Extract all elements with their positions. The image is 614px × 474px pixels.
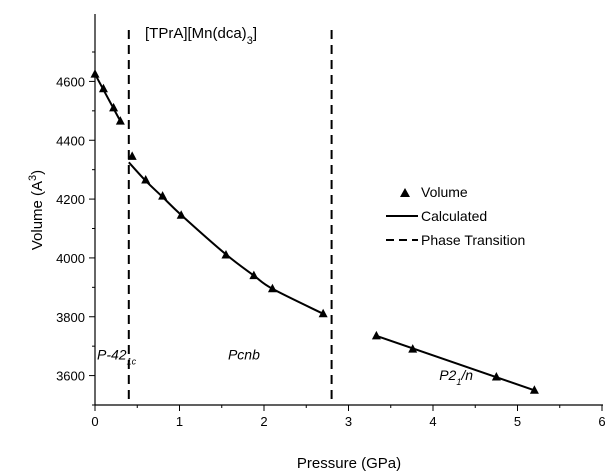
volume-markers — [90, 69, 539, 394]
y-tick-label: 4200 — [56, 192, 85, 207]
phase-label: P-421c — [97, 346, 137, 366]
volume-point — [318, 308, 328, 318]
legend-calculated-label: Calculated — [421, 208, 487, 224]
calculated-curve — [94, 73, 122, 122]
x-tick-label: 4 — [429, 414, 436, 429]
volume-point — [127, 151, 137, 160]
plot-area: 0 1 2 3 4 5 6 3600 3800 4000 4200 4400 4600 P-421c Pc… — [56, 14, 606, 429]
y-tick-label: 4400 — [56, 133, 85, 148]
phase-label: P21/n — [439, 367, 473, 387]
volume-point — [141, 174, 151, 184]
x-tick-label: 3 — [345, 414, 352, 429]
phase-label-rest: /n — [460, 367, 473, 383]
volume-point — [176, 210, 186, 219]
axis-ticks: 0 1 2 3 4 5 6 3600 3800 4000 4200 4400 4600 — [56, 51, 606, 429]
calculated-curve — [376, 334, 535, 392]
x-tick-label: 0 — [91, 414, 98, 429]
volume-point — [90, 69, 100, 78]
x-tick-label: 2 — [260, 414, 267, 429]
phase-label-main: P-42 — [97, 346, 127, 362]
y-tick-label: 3600 — [56, 369, 85, 384]
volume-point — [529, 385, 539, 394]
legend-phase-transition-label: Phase Transition — [421, 232, 525, 248]
phase-label: Pcnb — [228, 346, 260, 362]
volume-point — [115, 116, 125, 125]
x-tick-label: 1 — [176, 414, 183, 429]
phase-label-main: P2 — [439, 367, 456, 383]
volume-point — [371, 330, 381, 340]
title-rest: ] — [253, 25, 257, 42]
volume-point — [158, 191, 168, 200]
y-tick-label: 4600 — [56, 74, 85, 89]
ylabel-rest: ) — [29, 170, 46, 175]
chart-title: [TPrA][Mn(dca)3] — [145, 25, 257, 47]
volume-point — [249, 270, 259, 280]
legend-volume-label: Volume — [421, 184, 468, 200]
phase-label-subscript: 1c — [127, 356, 137, 366]
phase-label-subscript: 1 — [456, 377, 461, 387]
y-tick-label: 4000 — [56, 251, 85, 266]
legend: Volume Calculated Phase Transition — [386, 184, 525, 248]
x-axis-label: Pressure (GPa) — [297, 455, 401, 472]
y-axis-label: Volume (A3) — [27, 170, 46, 250]
phase-labels: P-421c Pcnb P21/n — [97, 346, 473, 387]
volume-point — [267, 283, 277, 293]
phase-transition-lines — [127, 30, 333, 405]
volume-point — [491, 372, 501, 381]
volume-point — [109, 102, 119, 112]
legend-volume-marker — [400, 188, 410, 197]
volume-point — [408, 344, 418, 353]
phase-label-main: Pcnb — [228, 346, 260, 362]
volume-point — [98, 83, 108, 93]
title-subscript: 3 — [247, 35, 253, 47]
volume-point — [221, 249, 231, 259]
calculated-curve — [128, 161, 324, 315]
x-tick-label: 5 — [514, 414, 521, 429]
y-tick-label: 3800 — [56, 310, 85, 325]
x-tick-label: 6 — [598, 414, 605, 429]
ylabel-superscript: 3 — [27, 175, 39, 181]
